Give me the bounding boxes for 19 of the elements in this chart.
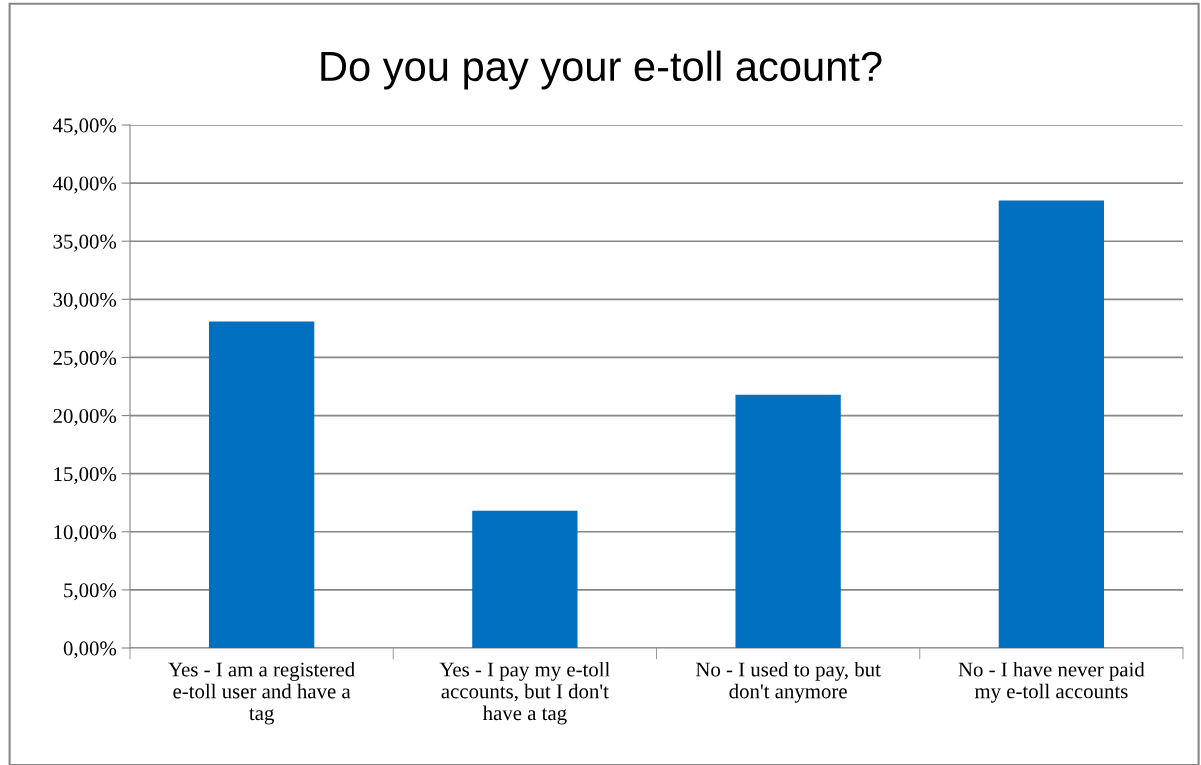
x-tick-label: No - I have never paid my e-toll accounts xyxy=(958,661,1145,703)
bar xyxy=(998,200,1105,648)
bar xyxy=(472,510,578,648)
y-tick-label: 25,00% xyxy=(53,350,117,368)
y-tick-label: 30,00% xyxy=(53,292,117,310)
y-tick-label: 40,00% xyxy=(52,176,117,194)
y-tick-label: 35,00% xyxy=(53,234,117,252)
y-tick-label: 5,00% xyxy=(64,583,117,601)
bar xyxy=(735,394,841,648)
y-tick-label: 10,00% xyxy=(54,525,117,543)
bar xyxy=(208,321,315,648)
x-tick-label: Yes - I pay my e-toll accounts, but I don't have a tag xyxy=(439,661,610,725)
y-tick-label: 45,00% xyxy=(52,118,117,136)
x-tick-label: Yes - I am a registered e-toll user and have a tag xyxy=(168,661,355,725)
y-tick-label: 20,00% xyxy=(53,408,117,426)
x-tick-label: No - I used to pay, but don't anymore xyxy=(695,661,881,703)
y-tick-label: 0,00% xyxy=(63,641,117,659)
y-tick-label: 15,00% xyxy=(54,467,117,485)
chart-title: Do you pay your e-toll acount? xyxy=(321,50,882,90)
